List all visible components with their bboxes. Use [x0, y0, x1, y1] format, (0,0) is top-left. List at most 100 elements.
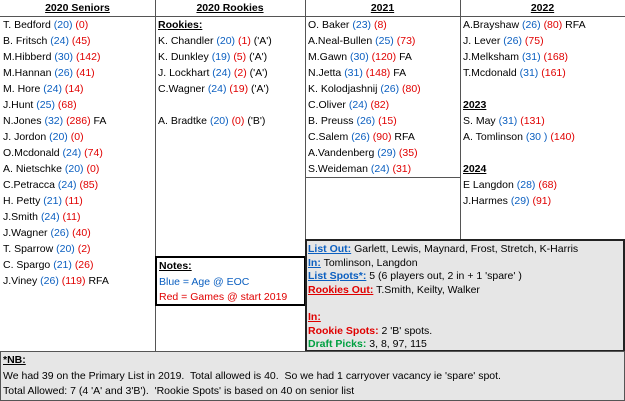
text-age: (26) — [521, 19, 541, 31]
text-red-label: In: — [308, 311, 321, 323]
text-age: (21) — [53, 259, 72, 271]
header-border — [0, 16, 625, 17]
text-age: (21) — [43, 195, 62, 207]
cell-line: J. Lever (26) (75) — [463, 33, 624, 49]
text-games: (73) — [396, 35, 416, 47]
cell-line: K. Chandler (20) (1) ('A') — [158, 33, 304, 49]
text-age: (26) — [356, 115, 376, 127]
cell-line: C.Petracca (24) (85) — [3, 177, 154, 193]
text-name: N.Jones — [3, 115, 42, 127]
text-age: (29) — [510, 195, 530, 207]
cell-line: J.Viney (26) (119) RFA — [3, 273, 154, 289]
text-name: N.Jetta — [308, 67, 342, 79]
text-games: (15) — [378, 115, 397, 127]
text-name: A.Neal-Bullen — [308, 35, 373, 47]
text-tag: 2 'B' spots. — [381, 324, 433, 337]
text-games: (85) — [79, 179, 99, 191]
text-name: A.Brayshaw — [463, 19, 520, 31]
text-name: H. Petty — [3, 195, 41, 207]
text-games: (2) — [77, 243, 91, 255]
cell-line: J.Smith (24) (11) — [3, 209, 154, 225]
text-name: K. Chandler — [158, 35, 214, 47]
cell-line: O. Baker (23) (8) — [308, 17, 459, 33]
text-age: (24) — [370, 163, 390, 175]
text-games: (14) — [64, 83, 84, 95]
text-name: S. May — [463, 115, 496, 127]
text-age: (24) — [43, 83, 62, 95]
text-age: Blue = Age @ EOC — [159, 275, 250, 288]
text-tag: FA — [393, 67, 407, 79]
text-games: (148) — [365, 67, 391, 79]
text-age: (26) — [54, 67, 74, 79]
text-name: A. Nietschke — [3, 163, 62, 175]
text-games: (0) — [70, 131, 84, 143]
text-games: (40) — [72, 227, 91, 239]
cell-line: M.Hannan (26) (41) — [3, 65, 154, 81]
text-age: (30) — [54, 51, 74, 63]
text-age: (20) — [49, 131, 68, 143]
cell-line: K. Dunkley (19) (5) ('A') — [158, 49, 304, 65]
text-blue-label: In: — [308, 256, 321, 269]
text-age: (19) — [211, 51, 231, 63]
text-games: (168) — [543, 51, 569, 63]
text-name: B. Fritsch — [3, 35, 48, 47]
column-border — [305, 0, 306, 352]
text-games: Red = Games @ start 2019 — [159, 291, 288, 303]
nb-box: *NB: We had 39 on the Primary List in 201… — [0, 351, 625, 401]
text-tag: ('A') — [253, 35, 272, 47]
text-age: (31) — [519, 67, 539, 79]
text-name: E Langdon — [463, 179, 514, 191]
cell-line: J. Lockhart (24) (2) ('A') — [158, 65, 304, 81]
text-name: O. Baker — [308, 19, 350, 31]
cell-line: Rookies Out: T.Smith, Keilty, Walker — [308, 282, 622, 298]
text-games: (35) — [398, 147, 418, 159]
cell-line: We had 39 on the Primary List in 2019. T… — [3, 368, 623, 384]
text-age: (26) — [40, 275, 59, 287]
cell-line: O.Mcdonald (24) (74) — [3, 145, 154, 161]
cell-line: T. Bedford (20) (0) — [3, 17, 154, 33]
cell-line: E Langdon (28) (68) — [463, 177, 624, 193]
text-subhead: Rookies: — [158, 19, 203, 31]
text-games: (45) — [71, 35, 91, 47]
text-tag: FA — [399, 51, 412, 63]
text-name: M.Hannan — [3, 67, 52, 79]
text-name: M.Gawn — [308, 51, 348, 63]
text-tag: Garlett, Lewis, Maynard, Frost, Stretch,… — [354, 243, 579, 255]
text-tag: RFA — [88, 275, 109, 287]
text-games: (41) — [75, 67, 95, 79]
cell-line: 2023 — [463, 97, 624, 113]
cell-line: 2024 — [463, 161, 624, 177]
text-games: (8) — [373, 19, 387, 31]
text-name: K. Kolodjashnij — [308, 83, 378, 95]
text-tag: ('B') — [247, 115, 266, 127]
cell-border — [305, 177, 460, 178]
text-name: A. Tomlinson — [463, 131, 523, 143]
text-name: J. Jordon — [3, 131, 47, 143]
text-red-bold: Rookie Spots: — [308, 324, 379, 337]
text-age: (31) — [521, 51, 541, 63]
cell-line: T.Mcdonald (31) (161) — [463, 65, 624, 81]
text-tag: FA — [93, 115, 107, 127]
cell-line: A.Vandenberg (29) (35) — [308, 145, 459, 161]
list-changes-box: List Out: Garlett, Lewis, Maynard, Frost… — [305, 239, 625, 352]
cell-line: N.Jetta (31) (148) FA — [308, 65, 459, 81]
text-name: K. Dunkley — [158, 51, 209, 63]
text-tag: Total Allowed: 7 (4 'A' and 3'B'). 'Rook… — [3, 385, 355, 397]
column-border — [155, 0, 156, 352]
text-games: (91) — [532, 195, 552, 207]
cell-line: J.Hunt (25) (68) — [3, 97, 154, 113]
cell-line: List Spots*: 5 (6 players out, 2 in + 1 … — [308, 268, 622, 284]
text-age: (26) — [503, 35, 522, 47]
text-age: (24) — [207, 83, 227, 95]
text-age: (25) — [375, 35, 394, 47]
column-header: 2022 — [530, 2, 555, 14]
cell-line: Total Allowed: 7 (4 'A' and 3'B'). 'Rook… — [3, 383, 623, 399]
text-name: A.Vandenberg — [308, 147, 375, 159]
text-games: (82) — [370, 99, 390, 111]
text-name: C.Oliver — [308, 99, 346, 111]
text-age: (30 ) — [525, 131, 548, 143]
cell-line: C.Oliver (24) (82) — [308, 97, 459, 113]
cell-line: C.Salem (26) (90) RFA — [308, 129, 459, 145]
text-games: (2) — [233, 67, 247, 79]
text-games: (0) — [86, 163, 100, 175]
